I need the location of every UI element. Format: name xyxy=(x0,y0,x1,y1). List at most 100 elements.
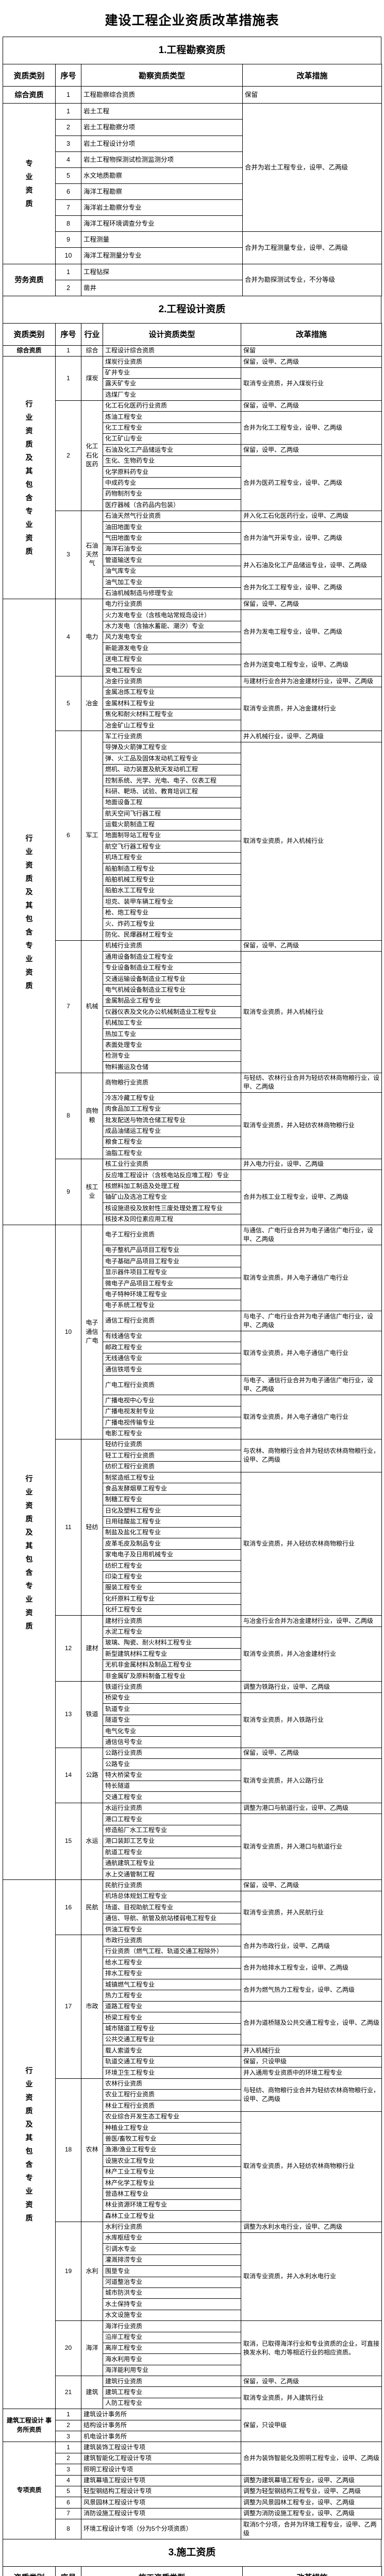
table-row: 电子系统工程专业 xyxy=(3,1299,382,1312)
industry-cell: 军工 xyxy=(81,731,103,941)
qualification-type-cell: 航道工程专业 xyxy=(103,1846,241,1858)
qualification-type-cell: 专业设备制造业工程专业 xyxy=(103,962,241,974)
serial-number-cell: 16 xyxy=(55,1879,81,1936)
reform-measure-cell: 取消专业资质，并入建筑行业 xyxy=(241,2386,382,2410)
table-row: 水力发电（含抽水蓄能、潮汐）专业 xyxy=(3,620,382,632)
serial-number-cell: 10 xyxy=(55,1225,81,1439)
reform-measure-cell: 合并为核工业工程专业，设甲、乙两级 xyxy=(241,1170,382,1226)
serial-number-cell: 6 xyxy=(55,183,81,200)
table-row: 兽医/畜牧工程专业 xyxy=(3,2133,382,2145)
qualification-type-cell: 仪器仪表及文化办公机械制造业工程专业 xyxy=(103,1006,241,1018)
qualification-type-cell: 通信信号专业 xyxy=(103,1736,241,1748)
qualification-type-cell: 设施农业工程专业 xyxy=(103,2155,241,2167)
table-row: 防化、民爆器材工程专业 xyxy=(3,929,382,941)
qualification-type-cell: 修造船厂水工工程专业 xyxy=(103,1824,241,1836)
qualification-type-cell: 引调水专业 xyxy=(103,2243,241,2255)
qualification-type-cell: 制浆造纸工程专业 xyxy=(103,1472,241,1484)
table-row: 玻璃、陶瓷、耐火材料工程专业 xyxy=(3,1637,382,1649)
category-cell: 专项资质 xyxy=(3,2442,56,2539)
qualification-type-cell: 化工石化医药行业资质 xyxy=(103,400,241,412)
reform-measure-cell: 合并为送变电工程专业，设甲、乙两级 xyxy=(241,653,382,676)
qualification-type-cell: 围垦专业 xyxy=(103,2265,241,2277)
industry-cell: 公路 xyxy=(81,1747,103,1803)
table-row: 5 水文地质勘察 xyxy=(3,167,382,184)
table-row: 地面设备工程 xyxy=(3,796,382,809)
qualification-type-cell: 排水工程专业 xyxy=(103,1968,241,1980)
reform-measure-cell: 取消专业资质，并入轻纺农林商物粮行业 xyxy=(241,1092,382,1159)
table-row: 轨道专业 xyxy=(3,1703,382,1715)
table-row: 通信工程行业资质 与电子、广电行业合并为电子通信广电行业，设甲、乙两级 xyxy=(3,1311,382,1331)
qualification-type-cell: 通信铁塔专业 xyxy=(103,1364,241,1376)
table-row: 综合资质 1 工程勘察综合资质 保留 xyxy=(3,86,382,104)
qualification-type-cell: 电子整机产品项目工程专业 xyxy=(103,1244,241,1257)
qualification-type-cell: 营造林工程专业 xyxy=(103,2188,241,2200)
qualification-type-cell: 坦克、装甲车辆工程专业 xyxy=(103,896,241,908)
qualification-type-cell: 水土保持专业 xyxy=(103,2298,241,2310)
qualification-type-cell: 给水工程专业 xyxy=(103,1957,241,1969)
column-header: 资质类别 xyxy=(3,323,56,346)
qualification-type-cell: 海洋石油专业 xyxy=(103,543,241,555)
reform-measure-cell: 合并为岩土工程专业，设甲、乙两级 xyxy=(242,103,382,232)
table-row: 轨道交通工程专业 保留，只设甲级 xyxy=(3,2056,382,2068)
table-row: 排水工程专业 xyxy=(3,1968,382,1980)
qualification-type-cell: 船舶水工工程专业 xyxy=(103,885,241,897)
reform-measure-cell: 合并为燃气热力工程专业，设甲、乙两级 xyxy=(241,1979,382,2002)
table-row: 船舶制造工程专业 xyxy=(3,863,382,875)
reform-measure-cell: 并入石油及化工产品储运专业，设甲、乙两级 xyxy=(241,554,382,577)
qualification-type-cell: 照明工程设计专项 xyxy=(81,2464,241,2476)
qualification-type-cell: 控制系统、光学、光电、电子、仪表工程 xyxy=(103,775,241,787)
qualification-type-cell: 微电子产品项目工程专业 xyxy=(103,1277,241,1290)
qualification-type-cell: 建筑设计事务所 xyxy=(81,2409,241,2420)
qualification-type-cell: 广播电视发射专业 xyxy=(103,1405,241,1418)
table-row: 交通运输设备制造业工程专业 xyxy=(3,973,382,985)
serial-number-cell: 8 xyxy=(55,1072,81,1159)
table-row: 航空飞行器工程专业 xyxy=(3,841,382,853)
section-title: 3.施工资质 xyxy=(3,2538,381,2567)
serial-number-cell: 1 xyxy=(55,103,81,120)
qualification-type-cell: 反应堆工程设计（含核电站反应堆工程）专业 xyxy=(103,1170,241,1181)
industry-cell: 化工石化医药 xyxy=(81,400,103,511)
qualification-type-cell: 热力工程专业 xyxy=(103,1990,241,2002)
serial-number-cell: 2 xyxy=(55,2419,81,2432)
qualification-type-cell: 肉食品加工工程专业 xyxy=(103,1103,241,1115)
qualification-type-cell: 广播电视传输专业 xyxy=(103,1417,241,1429)
qualification-type-cell: 建材行业资质 xyxy=(103,1615,241,1627)
table-row: 弹、火工品及固体发动机工程专业 xyxy=(3,753,382,765)
qualification-type-cell: 制盐及盐化工程专业 xyxy=(103,1527,241,1539)
table-row: 港口工程专业 取消专业资质，并入港口与航道行业 xyxy=(3,1814,382,1880)
column-header: 改革措施 xyxy=(242,64,382,87)
qualification-type-cell: 市政行业资质 xyxy=(103,1935,241,1946)
header-row: 资质类别 序号 行业 设计资质类型 改革措施 xyxy=(3,323,382,346)
qualification-type-cell: 家电电子及日用机械专业 xyxy=(103,1549,241,1561)
qualification-type-cell: 弹、火工品及固体发动机工程专业 xyxy=(103,753,241,765)
table-row: 核技术及同位素应用工程 xyxy=(3,1213,382,1226)
qualification-table: 资质类别 序号 行业 设计资质类型 改革措施 综合资质 1 综合 工程设计综合资质 保留行 业 资… xyxy=(3,323,382,2539)
reform-measure-cell: 合并为给排水工程专业，设甲、乙两级 xyxy=(241,1957,382,1979)
qualification-type-cell: 场道、目视助航工程专业 xyxy=(103,1902,241,1913)
qualification-type-cell: 炼油工程专业 xyxy=(103,411,241,423)
industry-cell: 机械 xyxy=(81,940,103,1073)
reform-measure-cell: 取消专业资质，并入港口与航道行业 xyxy=(241,1814,382,1880)
header-row: 资质类别 序号 勘察资质类型 改革措施 xyxy=(3,64,382,87)
qualification-type-cell: 煤炭行业资质 xyxy=(103,356,241,368)
qualification-type-cell: 海洋行业资质 xyxy=(103,2320,241,2332)
serial-number-cell: 5 xyxy=(55,167,81,184)
qualification-type-cell: 核技术及同位素应用工程 xyxy=(103,1213,241,1226)
table-row: 桥梁专业 取消专业资质，并入铁路行业 xyxy=(3,1692,382,1748)
qualification-type-cell: 供油工程专业 xyxy=(103,1924,241,1936)
serial-number-cell: 1 xyxy=(55,345,81,357)
column-header: 改革措施 xyxy=(241,323,382,346)
qualification-type-cell: 油气加工专业 xyxy=(103,576,241,588)
serial-number-cell: 9 xyxy=(55,1158,81,1226)
serial-number-cell: 3 xyxy=(55,135,81,152)
table-row: 17 市政 市政行业资质 合并为市政行业，设甲、乙两级 xyxy=(3,1935,382,2079)
qualification-type-cell: 广电工程行业资质 xyxy=(103,1375,241,1396)
table-row: 金属材料工程专业 xyxy=(3,698,382,709)
serial-number-cell: 21 xyxy=(55,2376,81,2410)
qualification-type-cell: 城市隧道工程专业 xyxy=(103,2023,241,2035)
table-row: 仪器仪表及文化办公机械制造业工程专业 xyxy=(3,1006,382,1018)
serial-number-cell: 7 xyxy=(55,940,81,1073)
qualification-type-cell: 电力行业资质 xyxy=(103,598,241,611)
reform-measure-cell: 保留，设甲、乙两级 xyxy=(241,356,382,368)
